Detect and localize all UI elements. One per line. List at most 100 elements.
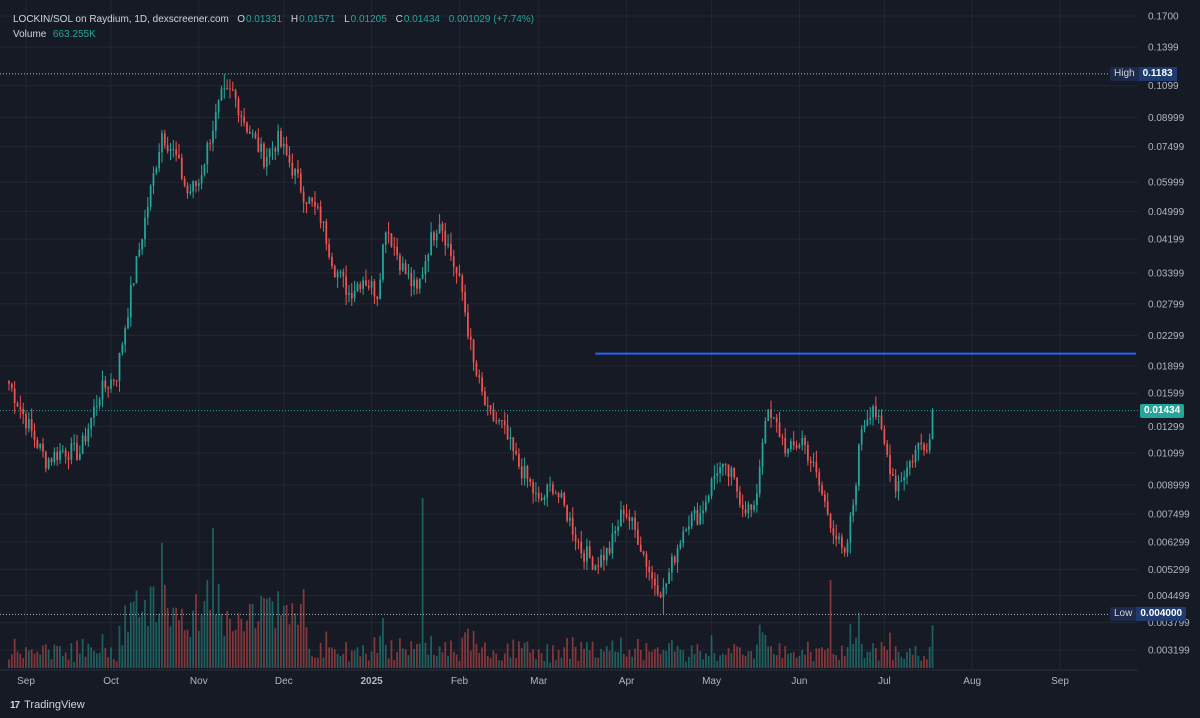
- candle-body: [421, 274, 424, 279]
- volume-bar: [705, 653, 707, 668]
- candle-body: [651, 572, 653, 579]
- volume-bar: [384, 645, 387, 668]
- candle-body: [342, 271, 345, 277]
- candle-body: [10, 383, 13, 389]
- candle-body: [906, 467, 908, 478]
- candle-body: [95, 405, 98, 407]
- y-tick-label: 0.003199: [1148, 646, 1190, 657]
- candlesticks: [8, 73, 934, 615]
- volume-bar: [719, 655, 721, 668]
- volume-bar: [271, 601, 274, 668]
- volume-bar: [231, 631, 234, 668]
- candle-body: [549, 484, 551, 486]
- volume-bar: [741, 654, 744, 668]
- candle-body: [577, 541, 580, 543]
- volume-bar: [767, 646, 770, 668]
- y-tick-label: 0.008999: [1148, 480, 1190, 491]
- volume-bar: [792, 652, 795, 668]
- volume-bar: [84, 656, 87, 668]
- volume-bar: [869, 651, 872, 668]
- volume-bar: [739, 647, 741, 668]
- candle-body: [305, 202, 308, 204]
- candle-body: [583, 553, 585, 562]
- candle-body: [231, 89, 234, 91]
- candle-body: [124, 328, 127, 345]
- low-tag-value: 0.004000: [1136, 607, 1187, 622]
- price-axis[interactable]: 0.1700 0.1399 0.1099 0.08999 0.07499 0.05999 0…: [1148, 12, 1190, 657]
- volume-bar: [461, 637, 464, 668]
- high-tag-label: High: [1114, 67, 1135, 79]
- candle-body: [129, 284, 132, 318]
- candle-body: [475, 362, 478, 376]
- candle-body: [274, 148, 277, 152]
- candle-body: [594, 565, 597, 570]
- open-key: O: [237, 14, 245, 25]
- volume-bar: [455, 654, 458, 668]
- candle-body: [894, 475, 897, 492]
- volume-bar: [146, 626, 149, 668]
- volume-bar: [795, 657, 798, 668]
- volume-bar: [812, 661, 815, 668]
- candle-body: [155, 168, 158, 174]
- candle-body: [220, 88, 223, 101]
- x-tick-label: Aug: [963, 676, 981, 687]
- volume-bar: [886, 650, 889, 668]
- candle-body: [537, 492, 540, 499]
- candle-body: [90, 417, 93, 429]
- candle-body: [543, 497, 546, 500]
- candle-body: [410, 273, 413, 287]
- volume-bar: [8, 659, 10, 668]
- volume-bar: [693, 653, 696, 668]
- volume-bar: [240, 618, 243, 668]
- candle-body: [608, 547, 611, 554]
- candle-body: [506, 425, 509, 440]
- candle-body: [384, 232, 387, 245]
- volume-bar: [662, 650, 665, 668]
- low-key: L: [344, 14, 350, 25]
- volume-bar: [546, 644, 549, 668]
- volume-bar: [149, 586, 152, 668]
- volume-bar: [90, 647, 93, 668]
- volume-bar: [206, 580, 209, 668]
- candle-body: [520, 466, 523, 479]
- volume-bar: [829, 580, 832, 668]
- volume-bar: [801, 649, 804, 668]
- volume-bar: [76, 640, 78, 668]
- volume-bar: [577, 660, 580, 668]
- y-tick-label: 0.01899: [1148, 361, 1185, 372]
- volume-bar: [645, 642, 648, 668]
- volume-bar: [458, 661, 461, 668]
- candle-body: [773, 417, 775, 419]
- candle-body: [756, 493, 758, 506]
- volume-bar: [61, 655, 64, 668]
- y-tick-label: 0.005299: [1148, 565, 1190, 576]
- volume-bar: [112, 659, 115, 668]
- candle-body: [192, 181, 195, 192]
- candle-body: [821, 485, 823, 495]
- candle-body: [81, 435, 84, 454]
- volume-bar: [359, 656, 362, 668]
- candle-body: [639, 544, 642, 552]
- candle-body: [489, 405, 492, 410]
- time-axis[interactable]: Sep Oct Nov Dec 2025 Feb Mar Apr May Jun Jul Aug Sep: [0, 669, 1138, 687]
- candle-body: [730, 467, 733, 477]
- volume-bar: [47, 649, 50, 668]
- candle-body: [727, 464, 730, 477]
- candle-body: [747, 504, 750, 514]
- candle-body: [829, 514, 832, 529]
- volume-bar: [161, 543, 163, 668]
- candle-body: [435, 233, 438, 241]
- tradingview-logo[interactable]: 17 TradingView: [10, 699, 85, 711]
- candle-body: [152, 173, 155, 186]
- volume-bar: [297, 624, 299, 668]
- volume-bar: [804, 654, 806, 668]
- volume-bar: [390, 640, 393, 668]
- volume-label: Volume: [13, 29, 47, 40]
- volume-bar: [574, 646, 577, 668]
- volume-bar: [846, 647, 849, 668]
- y-tick-label: 0.1099: [1148, 81, 1179, 92]
- volume-bar: [212, 528, 214, 668]
- volume-bar: [668, 643, 670, 668]
- candle-body: [529, 478, 532, 483]
